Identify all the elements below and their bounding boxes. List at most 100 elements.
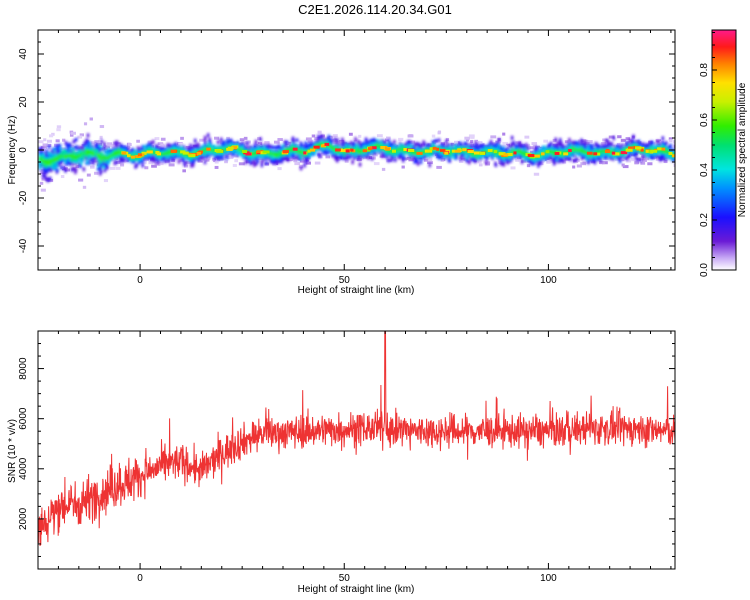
heatmap-cell [494,144,497,148]
heatmap-cell [59,148,62,153]
heatmap-cell [131,151,135,155]
heatmap-cell [673,163,675,167]
heatmap-cell [525,157,529,162]
heatmap-cell [180,156,184,161]
heatmap-cell [244,147,248,151]
heatmap-cell [74,167,78,172]
heatmap-cell [220,142,224,146]
heatmap-cell [466,145,470,149]
heatmap-cell [484,154,487,159]
heatmap-cell [635,143,639,147]
heatmap-cell [394,145,398,149]
heatmap-cell [43,174,47,179]
heatmap-cell [55,144,59,148]
heatmap-cell [231,141,234,146]
heatmap-cell [360,155,364,160]
heatmap-cell [44,169,47,173]
heatmap-cell [389,142,393,146]
heatmap-cell [595,142,598,147]
heatmap-cell [145,153,149,157]
heatmap-cell [572,158,576,163]
heatmap-cell [85,156,88,161]
heatmap-cell [332,134,338,138]
heatmap-cell [661,141,664,146]
heatmap-cell [604,144,607,149]
heatmap-cell [70,149,73,154]
heatmap-cell [86,133,90,138]
heatmap-cell [553,143,556,148]
heatmap-cell [188,158,192,162]
heatmap-cell [653,142,658,146]
heatmap-cell [238,162,245,166]
heatmap-cell [529,146,534,150]
heatmap-cell [449,145,452,149]
heatmap-cell [571,141,574,146]
heatmap-cell [72,139,76,144]
heatmap-cell [602,144,605,149]
heatmap-cell [147,145,151,149]
heatmap-cell [58,143,62,148]
heatmap-cell [178,147,182,151]
heatmap-cell [523,145,527,150]
heatmap-cell [367,143,371,147]
heatmap-cell [320,139,323,143]
heatmap-cell [89,117,93,121]
heatmap-cell [528,157,531,162]
heatmap-cell [56,128,61,132]
heatmap-cell [341,137,344,142]
heatmap-cell [432,140,436,144]
heatmap-cell [577,144,580,148]
heatmap-cell [427,158,433,162]
heatmap-cell [415,156,418,160]
heatmap-cell [183,162,186,167]
heatmap-cell [331,153,334,158]
heatmap-cell [295,154,299,159]
heatmap-cell [250,148,253,152]
heatmap-cell [202,144,206,148]
heatmap-cell [86,157,90,161]
heatmap-cell [357,154,361,159]
heatmap-cell [96,159,100,164]
heatmap-cell [398,137,404,141]
heatmap-cell [515,158,520,162]
heatmap-cell [227,156,234,160]
heatmap-cell [48,176,52,181]
heatmap-cell [408,158,414,162]
heatmap-cell [125,146,128,150]
heatmap-cell [163,159,167,164]
heatmap-cell [588,143,592,148]
heatmap-cell [335,158,339,163]
heatmap-cell [83,141,87,146]
heatmap-cell [618,159,622,164]
heatmap-cell [562,158,565,163]
heatmap-cell [391,143,394,148]
heatmap-cell [484,160,488,165]
heatmap-cell [468,160,471,165]
heatmap-cell [224,149,228,153]
heatmap-cell [179,153,183,157]
heatmap-cell [538,148,542,152]
heatmap-cell [338,154,342,158]
heatmap-cell [54,152,57,156]
heatmap-cell [122,155,126,160]
heatmap-cell [436,165,442,169]
heatmap-cell [473,159,477,164]
heatmap-cell [203,154,206,159]
heatmap-cell [490,135,497,139]
heatmap-cell [359,144,363,149]
heatmap-cell [492,143,496,148]
heatmap-cell [252,155,255,159]
heatmap-cell [262,154,266,158]
heatmap-cell [154,137,160,141]
heatmap-cell [272,156,276,161]
heatmap-cell [584,141,590,145]
heatmap-cell [222,140,226,144]
heatmap-cell [372,137,376,142]
heatmap-cell [39,153,43,157]
heatmap-cell [410,144,414,148]
heatmap-cell [249,161,252,166]
heatmap-cell [96,144,100,149]
heatmap-cell [219,154,223,159]
heatmap-cell [356,154,359,159]
heatmap-cell [41,174,45,179]
